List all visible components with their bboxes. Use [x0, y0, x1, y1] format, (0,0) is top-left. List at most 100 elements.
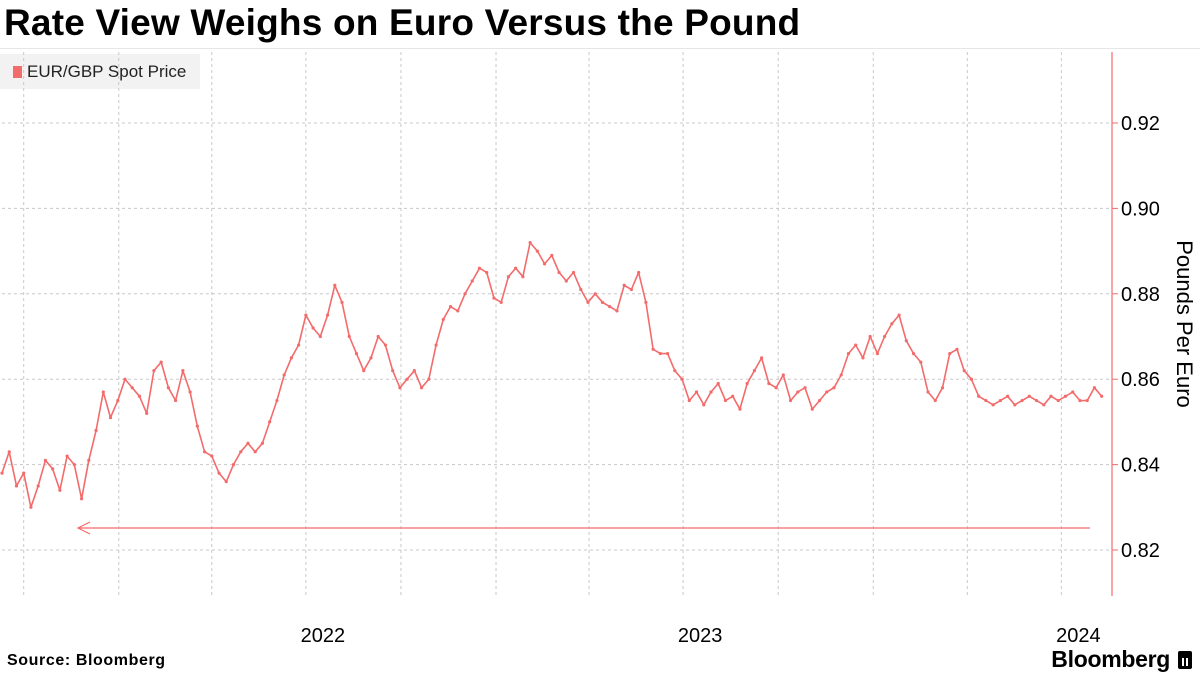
data-point	[420, 386, 424, 390]
data-point	[391, 369, 395, 373]
data-point	[506, 275, 511, 279]
data-point	[65, 454, 69, 458]
data-point	[405, 377, 409, 381]
data-point	[926, 390, 930, 394]
data-point	[600, 300, 605, 304]
data-point	[145, 411, 149, 415]
data-point	[919, 360, 923, 364]
data-point	[297, 343, 301, 347]
data-point	[485, 270, 489, 275]
data-point	[470, 279, 474, 283]
data-point	[948, 351, 952, 356]
data-point	[1092, 386, 1097, 390]
x-axis: 2022 2023 2024	[301, 625, 1101, 647]
data-point	[36, 484, 40, 488]
data-point	[984, 398, 988, 403]
data-point	[716, 381, 720, 386]
data-point	[731, 394, 735, 398]
data-point	[890, 322, 894, 326]
data-point	[275, 398, 279, 403]
data-point	[673, 369, 677, 373]
data-point	[1034, 398, 1039, 403]
data-point	[29, 505, 33, 509]
data-point	[43, 458, 48, 462]
data-point	[354, 351, 359, 356]
data-point	[817, 398, 822, 403]
data-point	[883, 334, 887, 339]
data-point	[477, 266, 482, 270]
data-point	[781, 373, 785, 377]
data-point	[231, 463, 236, 467]
data-point	[564, 279, 568, 283]
title-divider	[0, 48, 1200, 49]
data-point	[680, 377, 684, 381]
data-point	[333, 283, 337, 287]
data-point	[1013, 403, 1017, 407]
data-point	[94, 428, 98, 433]
data-point	[58, 488, 62, 492]
data-point	[108, 416, 113, 420]
data-point	[586, 300, 590, 304]
data-point	[571, 270, 576, 275]
data-point	[955, 347, 959, 351]
data-point	[499, 300, 503, 304]
data-point	[123, 377, 127, 381]
data-point	[304, 313, 308, 317]
y-tick-label: 0.82	[1121, 540, 1160, 562]
data-point	[325, 313, 330, 317]
data-point	[767, 381, 771, 386]
data-point	[861, 356, 865, 360]
data-point	[202, 450, 207, 454]
data-point	[398, 386, 402, 390]
data-point	[911, 351, 916, 356]
x-tick-label: 2024	[1056, 625, 1101, 647]
data-point	[87, 458, 91, 462]
data-point	[51, 467, 55, 471]
data-point	[282, 373, 286, 377]
data-point	[210, 454, 214, 458]
reference-arrow	[76, 521, 1090, 535]
bloomberg-logo: Bloomberg	[1051, 646, 1192, 673]
data-point	[752, 369, 757, 373]
data-point	[723, 398, 728, 403]
data-point	[1063, 394, 1068, 398]
legend: EUR/GBP Spot Price	[0, 54, 200, 89]
data-point	[174, 398, 178, 403]
data-point	[311, 326, 315, 330]
data-point	[1006, 394, 1010, 398]
bloomberg-mark-icon	[1178, 650, 1192, 669]
data-point	[832, 386, 836, 390]
data-point	[810, 407, 814, 411]
data-point	[152, 369, 156, 373]
data-point	[441, 317, 445, 322]
data-point	[521, 275, 525, 279]
legend-swatch	[13, 65, 22, 78]
data-point	[615, 309, 619, 313]
data-point	[998, 398, 1002, 403]
data-point	[427, 377, 431, 381]
x-tick-label: 2022	[301, 625, 346, 647]
data-point	[825, 390, 829, 394]
data-point	[14, 484, 19, 488]
data-point	[412, 369, 416, 373]
data-point	[665, 351, 670, 356]
gridlines	[2, 52, 1112, 596]
data-point	[101, 390, 105, 394]
brand-wordmark: Bloomberg	[1051, 646, 1170, 672]
data-point	[7, 450, 11, 454]
data-point	[839, 373, 843, 377]
data-point	[1049, 394, 1053, 398]
data-point	[933, 398, 937, 403]
data-point	[159, 360, 163, 364]
chart-title: Rate View Weighs on Euro Versus the Poun…	[4, 2, 801, 43]
data-point	[1020, 398, 1024, 403]
data-point	[137, 394, 142, 398]
data-point	[79, 497, 84, 501]
data-point	[456, 309, 460, 313]
data-point	[1071, 390, 1075, 394]
data-point	[72, 463, 76, 467]
data-point	[969, 377, 974, 381]
y-axis: 0.82 0.84 0.86 0.88 0.90 0.92	[1111, 52, 1160, 596]
data-point	[557, 270, 561, 275]
